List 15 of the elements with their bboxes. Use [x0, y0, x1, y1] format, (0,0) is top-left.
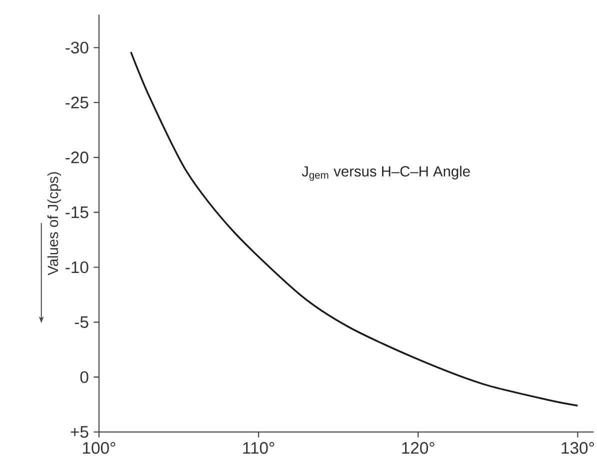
- y-tick-label: 0: [80, 371, 88, 383]
- line-series: [130, 51, 579, 406]
- y-tick-label: -30: [66, 42, 88, 54]
- y-tick-label: -5: [74, 316, 88, 328]
- x-tick-label: 130°: [562, 442, 594, 454]
- y-tick-label: -10: [66, 261, 88, 274]
- annotation: J$_{gem}$ versus H–C–H Angle: [302, 166, 470, 181]
- y-axis-title: Values of J(cps): [47, 172, 62, 276]
- x-tick-label: 110°: [243, 442, 274, 454]
- y-tick-label: -25: [66, 96, 88, 108]
- x-tick-label: 120°: [402, 442, 434, 454]
- x-tick-label: 100°: [83, 442, 116, 454]
- y-tick-label: +5: [70, 426, 88, 438]
- y-tick-label: -20: [66, 152, 88, 164]
- y-tick-label: -15: [66, 206, 88, 218]
